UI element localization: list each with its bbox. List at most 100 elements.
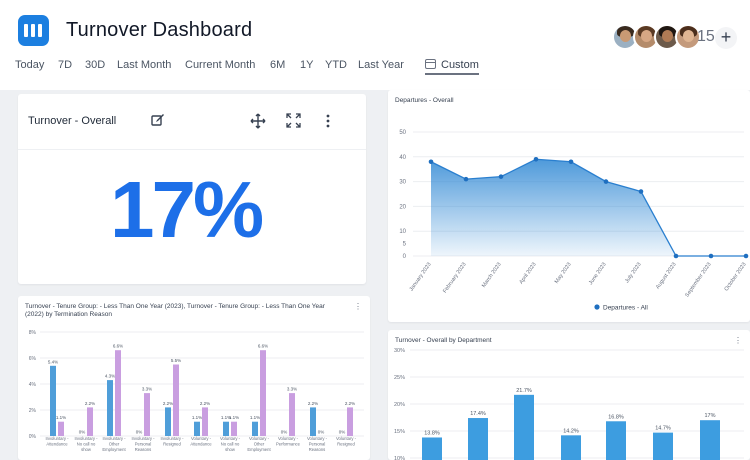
tab-ytd[interactable]: YTD xyxy=(325,59,347,71)
app-logo-icon[interactable] xyxy=(18,15,49,46)
data-point xyxy=(638,189,644,194)
x-tick-label: Employment xyxy=(247,447,271,452)
edit-icon[interactable] xyxy=(151,113,165,127)
x-tick-label: October 2023 xyxy=(724,262,748,293)
bar-value-label: 0% xyxy=(136,430,143,435)
turnover-overall-card: Turnover - Overall 17% xyxy=(18,94,366,284)
more-vertical-icon[interactable]: ⋮ xyxy=(354,302,362,311)
y-tick-label: 10% xyxy=(394,456,405,460)
x-tick-label: No call no xyxy=(221,442,240,447)
x-tick-label: May 2023 xyxy=(554,262,573,285)
x-tick-label: Involuntary - xyxy=(74,436,98,441)
tenure-group-card: Turnover - Tenure Group: - Less Than One… xyxy=(18,296,370,460)
bar-value-label: 1.1% xyxy=(192,415,202,420)
bar xyxy=(606,421,626,460)
bar xyxy=(87,407,93,436)
bar xyxy=(144,393,150,436)
tab-last-year[interactable]: Last Year xyxy=(358,59,404,71)
bar-value-label: 5.5% xyxy=(171,358,181,363)
bar xyxy=(194,421,200,436)
x-tick-label: Involuntary - xyxy=(45,436,69,441)
bar xyxy=(289,393,295,436)
departures-overall-card: Departures - Overall 0 5 10 20 30 40 50 January… xyxy=(388,90,750,322)
x-tick-label: Reasons xyxy=(135,447,152,452)
expand-icon[interactable] xyxy=(286,113,301,128)
bar-value-label: 21.7% xyxy=(516,388,532,394)
tab-7d[interactable]: 7D xyxy=(58,59,73,71)
tab-1y[interactable]: 1Y xyxy=(300,59,314,71)
bar-value-label: 3.3% xyxy=(142,387,152,392)
x-tick-label: Reasons xyxy=(309,447,326,452)
card-title: Turnover - Overall by Department xyxy=(395,337,492,344)
bar-value-label: 6.6% xyxy=(258,344,268,349)
legend-marker xyxy=(594,304,600,310)
bar-value-label: 1.1% xyxy=(229,415,239,420)
bar xyxy=(514,394,534,460)
bar xyxy=(115,350,121,436)
x-tick-label: March 2023 xyxy=(481,262,503,289)
x-tick-label: Other xyxy=(109,442,120,447)
bar xyxy=(700,420,720,460)
bar xyxy=(165,407,171,436)
x-tick-label: April 2023 xyxy=(519,262,538,286)
y-tick-label: 4% xyxy=(29,382,37,388)
y-tick-label: 2% xyxy=(29,408,37,414)
bar-value-label: 3.3% xyxy=(287,387,297,392)
departures-chart: 0 5 10 20 30 40 50 January 2023 February 2023 Mar… xyxy=(399,130,749,312)
y-tick-label: 25% xyxy=(394,375,405,381)
bar xyxy=(468,418,488,460)
department-chart: 10% 15% 20% 25% 30% 13.8% 17.4% 21.7% 14.2% 16.8%… xyxy=(394,348,744,460)
x-tick-label: Resigned xyxy=(337,442,355,447)
bar-value-label: 13.8% xyxy=(424,430,440,436)
tab-custom[interactable]: Custom xyxy=(425,59,479,75)
x-tick-label: Other xyxy=(254,442,265,447)
tab-custom-label: Custom xyxy=(441,59,479,71)
bar-value-label: 1.1% xyxy=(221,415,231,420)
avatar[interactable] xyxy=(675,24,701,50)
calendar-icon xyxy=(425,59,436,69)
bar xyxy=(223,421,229,436)
data-point xyxy=(603,179,609,184)
more-vertical-icon[interactable]: ⋮ xyxy=(734,336,742,345)
y-tick-label: 30% xyxy=(394,348,405,354)
card-title: Turnover - Tenure Group: - Less Than One… xyxy=(25,303,325,318)
x-tick-label: Voluntary - xyxy=(278,436,299,441)
add-user-button[interactable]: + xyxy=(715,27,737,49)
x-tick-label: September 2023 xyxy=(684,262,712,299)
y-tick-label: 0% xyxy=(29,434,37,440)
bar xyxy=(347,407,353,436)
data-point xyxy=(498,174,504,179)
y-tick-label: 20 xyxy=(399,204,406,210)
y-tick-label: 40 xyxy=(399,155,406,161)
x-tick-label: Performance xyxy=(276,442,301,447)
data-point xyxy=(708,253,714,259)
x-tick-label: show xyxy=(225,447,236,452)
data-point xyxy=(428,159,434,165)
bar xyxy=(202,407,208,436)
move-icon[interactable] xyxy=(250,113,266,129)
bar xyxy=(260,350,266,436)
series-area xyxy=(431,159,746,256)
data-point xyxy=(673,253,679,259)
bar xyxy=(107,380,113,436)
bar xyxy=(422,437,442,460)
tab-current-month[interactable]: Current Month xyxy=(185,59,256,71)
bar-value-label: 2.2% xyxy=(85,401,95,406)
bar-value-label: 0% xyxy=(281,430,288,435)
tab-last-month[interactable]: Last Month xyxy=(117,59,172,71)
card-divider xyxy=(18,149,366,150)
y-tick-label: 0 xyxy=(403,254,407,260)
x-tick-label: Personal xyxy=(309,442,326,447)
bar-value-label: 0% xyxy=(318,430,325,435)
tab-6m[interactable]: 6M xyxy=(270,59,286,71)
x-tick-label: August 2023 xyxy=(655,262,678,291)
bar xyxy=(50,365,56,436)
more-vertical-icon[interactable] xyxy=(324,113,332,129)
tab-30d[interactable]: 30D xyxy=(85,59,106,71)
bar xyxy=(231,421,237,436)
tab-today[interactable]: Today xyxy=(15,59,45,71)
x-tick-label: Involuntary - xyxy=(131,436,155,441)
bar xyxy=(58,421,64,436)
x-tick-label: January 2023 xyxy=(409,262,433,293)
bar-value-label: 2.2% xyxy=(163,401,173,406)
